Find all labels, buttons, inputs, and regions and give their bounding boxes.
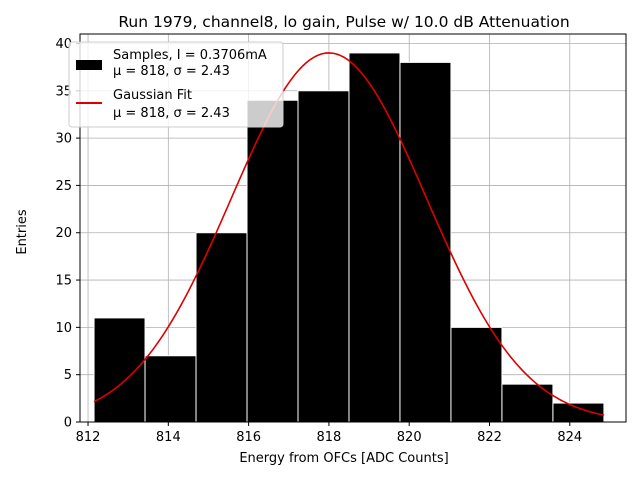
y-tick-label: 35 bbox=[55, 84, 72, 99]
y-tick-label: 30 bbox=[55, 132, 72, 147]
legend-label-histogram-line1: Samples, I = 0.3706mA bbox=[113, 48, 267, 63]
legend: Samples, I = 0.3706mA μ = 818, σ = 2.43 … bbox=[68, 41, 284, 128]
y-axis-ticks: 0 5 10 15 20 25 30 35 40 bbox=[55, 37, 80, 431]
histogram-bar bbox=[246, 99, 299, 423]
histogram-bars bbox=[93, 52, 605, 423]
histogram-bar bbox=[399, 61, 452, 423]
legend-box bbox=[68, 41, 284, 128]
fit-curve-layer bbox=[93, 52, 605, 416]
legend-swatch-histogram bbox=[76, 60, 102, 70]
y-tick-label: 25 bbox=[55, 179, 72, 194]
x-tick-label: 814 bbox=[156, 430, 181, 445]
x-tick-label: 812 bbox=[76, 430, 101, 445]
gaussian-fit-curve bbox=[93, 52, 605, 416]
y-axis-label: Entries bbox=[15, 209, 30, 255]
legend-label-histogram-line2: μ = 818, σ = 2.43 bbox=[113, 64, 230, 79]
histogram-bar bbox=[348, 52, 401, 423]
plot-frame bbox=[79, 33, 627, 423]
x-tick-label: 822 bbox=[477, 430, 502, 445]
y-tick-label: 10 bbox=[55, 321, 72, 336]
x-axis-label: Energy from OFCs [ADC Counts] bbox=[239, 451, 448, 466]
x-tick-label: 816 bbox=[236, 430, 261, 445]
chart-title: Run 1979, channel8, lo gain, Pulse w/ 10… bbox=[118, 13, 569, 31]
histogram-bar bbox=[450, 326, 503, 423]
y-tick-label: 40 bbox=[55, 37, 72, 52]
x-axis-ticks: 812 814 816 818 820 822 824 bbox=[76, 422, 582, 445]
histogram-bar bbox=[297, 90, 350, 423]
y-tick-label: 20 bbox=[55, 226, 72, 241]
x-tick-label: 820 bbox=[397, 430, 422, 445]
y-tick-label: 15 bbox=[55, 274, 72, 289]
x-tick-label: 818 bbox=[316, 430, 341, 445]
legend-label-fit-line2: μ = 818, σ = 2.43 bbox=[113, 106, 230, 121]
histogram-bar bbox=[93, 317, 146, 423]
y-tick-label: 0 bbox=[64, 416, 72, 431]
x-tick-label: 824 bbox=[557, 430, 582, 445]
histogram-bar bbox=[144, 355, 197, 423]
legend-label-fit-line1: Gaussian Fit bbox=[113, 88, 192, 103]
histogram-bar bbox=[552, 402, 605, 423]
y-tick-label: 5 bbox=[64, 368, 72, 383]
